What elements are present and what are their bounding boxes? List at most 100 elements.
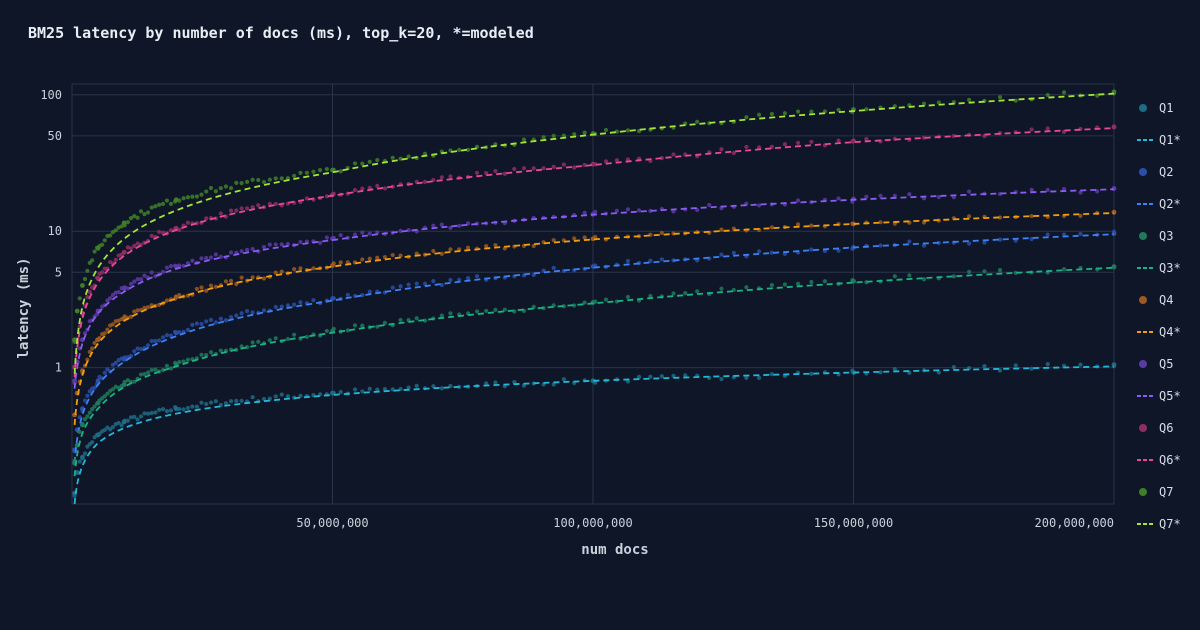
data-point — [512, 379, 517, 385]
data-point — [199, 285, 204, 290]
data-point — [382, 320, 388, 326]
data-point — [164, 332, 170, 338]
data-point — [1045, 92, 1050, 98]
data-point — [561, 162, 566, 167]
data-point — [390, 285, 395, 290]
data-point — [239, 275, 244, 280]
data-point — [582, 235, 587, 240]
legend-label: Q6 — [1159, 421, 1173, 435]
data-point — [261, 244, 267, 250]
data-point — [338, 389, 343, 395]
data-point — [439, 386, 444, 391]
data-point — [414, 383, 419, 388]
data-point — [431, 223, 436, 228]
legend-label: Q3 — [1159, 229, 1173, 243]
data-point — [194, 404, 199, 409]
data-point — [168, 201, 174, 206]
data-point — [135, 417, 140, 422]
data-point — [267, 242, 272, 247]
legend-label: Q2* — [1159, 197, 1181, 211]
legend-swatch-dot — [1139, 488, 1147, 496]
data-point — [683, 291, 688, 296]
data-point — [352, 387, 358, 392]
series-q3 — [72, 264, 1117, 466]
data-point — [448, 247, 453, 252]
data-point — [77, 459, 82, 464]
data-point — [122, 418, 127, 423]
data-point — [145, 210, 151, 215]
data-point — [223, 279, 229, 284]
data-point — [457, 147, 462, 152]
data-point — [502, 307, 507, 312]
data-point — [228, 208, 234, 213]
data-point — [285, 394, 290, 399]
data-point — [521, 383, 527, 388]
data-point — [822, 279, 827, 284]
data-point — [878, 243, 883, 248]
data-point — [168, 366, 174, 371]
data-point — [94, 275, 100, 280]
data-point — [572, 236, 577, 241]
data-point — [181, 263, 186, 269]
data-point — [132, 214, 137, 219]
data-point — [892, 193, 897, 198]
data-point — [168, 408, 174, 413]
data-point — [261, 396, 267, 402]
data-point — [135, 241, 140, 246]
data-point — [185, 357, 191, 362]
data-point — [160, 335, 166, 340]
data-point — [208, 400, 214, 405]
data-point — [113, 228, 118, 233]
data-point — [177, 227, 182, 232]
modeled-line — [73, 365, 1115, 505]
data-point — [142, 371, 147, 377]
data-point — [338, 260, 343, 265]
data-point — [102, 394, 107, 399]
data-point — [360, 323, 365, 328]
data-point — [360, 257, 365, 262]
data-point — [142, 411, 147, 416]
data-point — [298, 239, 303, 245]
data-point — [375, 255, 380, 260]
data-point — [190, 258, 195, 263]
data-point — [122, 379, 127, 385]
data-point — [256, 177, 261, 183]
data-point — [809, 139, 814, 144]
data-point — [132, 279, 137, 284]
legend-label: Q6* — [1159, 453, 1181, 467]
data-point — [172, 199, 178, 204]
data-point — [431, 384, 436, 389]
data-point — [892, 366, 897, 372]
data-point — [244, 247, 250, 252]
data-point — [128, 216, 134, 221]
data-point — [142, 273, 147, 278]
data-point — [149, 270, 154, 275]
data-point — [204, 319, 209, 324]
data-point — [769, 250, 774, 255]
data-point — [92, 340, 97, 346]
data-point — [199, 400, 204, 405]
data-point — [82, 330, 88, 336]
data-point — [285, 303, 290, 308]
series-q6-modeled — [73, 127, 1115, 378]
data-point — [892, 274, 897, 279]
data-point — [531, 166, 536, 171]
data-point — [94, 401, 100, 406]
data-point — [185, 327, 191, 332]
data-point — [636, 374, 642, 379]
data-point — [1111, 265, 1117, 270]
data-point — [966, 241, 972, 246]
data-point — [671, 152, 676, 157]
data-point — [659, 230, 664, 236]
data-point — [382, 254, 388, 260]
y-tick-label: 1 — [55, 361, 62, 375]
data-point — [719, 147, 724, 152]
data-point — [1013, 98, 1018, 103]
data-point — [1111, 364, 1117, 369]
data-point — [228, 278, 234, 283]
data-point — [80, 283, 85, 288]
data-point — [234, 398, 239, 403]
data-point — [102, 238, 107, 243]
data-point — [138, 347, 144, 352]
data-point — [331, 326, 336, 331]
